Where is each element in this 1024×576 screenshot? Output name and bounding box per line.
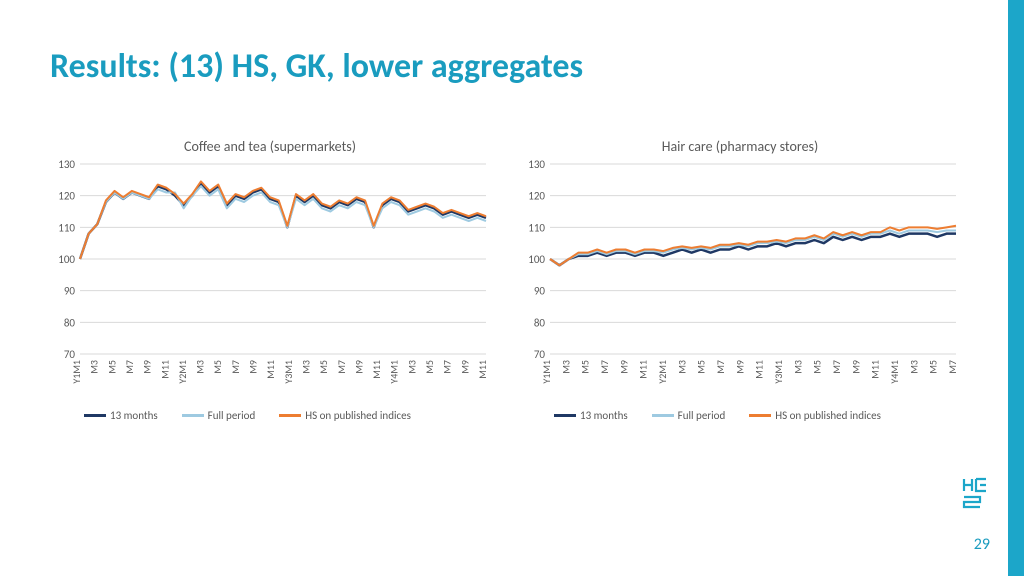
legend-swatch bbox=[84, 414, 106, 417]
svg-text:Y3M1: Y3M1 bbox=[772, 360, 785, 384]
legend-label: Full period bbox=[208, 409, 256, 422]
chart-right-title: Hair care (pharmacy stores) bbox=[520, 138, 960, 155]
svg-text:110: 110 bbox=[528, 221, 545, 234]
svg-text:M9: M9 bbox=[849, 360, 862, 374]
svg-text:Y1M1: Y1M1 bbox=[70, 360, 83, 384]
svg-text:M9: M9 bbox=[733, 360, 746, 374]
page-title: Results: (13) HS, GK, lower aggregates bbox=[50, 46, 583, 87]
legend-swatch bbox=[554, 414, 576, 417]
svg-text:M9: M9 bbox=[352, 360, 365, 374]
legend-item: Full period bbox=[652, 409, 726, 422]
svg-text:M3: M3 bbox=[675, 360, 688, 374]
chart-left: Coffee and tea (supermarkets) 70 80 90 100 1… bbox=[50, 138, 490, 418]
svg-text:M7: M7 bbox=[714, 360, 727, 374]
svg-text:M7: M7 bbox=[946, 360, 959, 374]
svg-text:130: 130 bbox=[58, 158, 75, 171]
svg-text:90: 90 bbox=[534, 285, 546, 298]
legend-swatch bbox=[652, 414, 674, 417]
svg-text:M5: M5 bbox=[927, 360, 940, 374]
legend-label: HS on published indices bbox=[305, 409, 411, 422]
svg-text:Y2M1: Y2M1 bbox=[176, 360, 189, 384]
svg-text:M3: M3 bbox=[88, 360, 101, 374]
legend-swatch bbox=[749, 414, 771, 417]
svg-text:M11: M11 bbox=[869, 360, 882, 379]
svg-text:M5: M5 bbox=[317, 360, 330, 374]
svg-text:80: 80 bbox=[534, 316, 546, 329]
svg-text:M11: M11 bbox=[158, 360, 171, 379]
svg-text:Y3M1: Y3M1 bbox=[282, 360, 295, 384]
legend-label: Full period bbox=[678, 409, 726, 422]
chart-right-plot: 708090100110120130Y1M1M3M5M7M9M11Y2M1M3M… bbox=[520, 160, 960, 354]
svg-text:70: 70 bbox=[534, 348, 546, 361]
svg-text:Y4M1: Y4M1 bbox=[388, 360, 401, 384]
svg-text:M9: M9 bbox=[458, 360, 471, 374]
chart-left-plot: 708090100110120130Y1M1M3M5M7M9M11Y2M1M3M… bbox=[50, 160, 490, 354]
legend-item: 13 months bbox=[84, 409, 158, 422]
svg-text:M3: M3 bbox=[405, 360, 418, 374]
legend-swatch bbox=[279, 414, 301, 417]
svg-text:M3: M3 bbox=[559, 360, 572, 374]
svg-text:M11: M11 bbox=[370, 360, 383, 379]
page-number: 29 bbox=[974, 535, 990, 554]
chart-left-legend: 13 months Full period HS on published indi… bbox=[84, 409, 490, 422]
svg-text:130: 130 bbox=[528, 158, 545, 171]
svg-text:70: 70 bbox=[64, 348, 76, 361]
svg-text:M7: M7 bbox=[229, 360, 242, 374]
svg-text:M5: M5 bbox=[811, 360, 824, 374]
legend-label: 13 months bbox=[110, 409, 158, 422]
svg-text:M3: M3 bbox=[299, 360, 312, 374]
legend-item: 13 months bbox=[554, 409, 628, 422]
svg-text:M7: M7 bbox=[441, 360, 454, 374]
svg-text:M11: M11 bbox=[476, 360, 489, 379]
chart-right-legend: 13 months Full period HS on published indi… bbox=[554, 409, 960, 422]
svg-text:M7: M7 bbox=[123, 360, 136, 374]
svg-text:Y2M1: Y2M1 bbox=[656, 360, 669, 384]
cbs-logo bbox=[962, 477, 990, 516]
legend-label: 13 months bbox=[580, 409, 628, 422]
svg-text:120: 120 bbox=[528, 190, 545, 203]
svg-text:M11: M11 bbox=[264, 360, 277, 379]
side-accent-bar bbox=[1008, 0, 1024, 576]
svg-text:M7: M7 bbox=[598, 360, 611, 374]
svg-text:M5: M5 bbox=[579, 360, 592, 374]
chart-left-title: Coffee and tea (supermarkets) bbox=[50, 138, 490, 155]
chart-area: Coffee and tea (supermarkets) 70 80 90 100 1… bbox=[50, 138, 960, 418]
legend-item: Full period bbox=[182, 409, 256, 422]
svg-text:M5: M5 bbox=[211, 360, 224, 374]
svg-text:120: 120 bbox=[58, 190, 75, 203]
legend-swatch bbox=[182, 414, 204, 417]
svg-text:100: 100 bbox=[528, 253, 545, 266]
svg-text:M11: M11 bbox=[637, 360, 650, 379]
svg-text:M3: M3 bbox=[907, 360, 920, 374]
svg-text:M5: M5 bbox=[423, 360, 436, 374]
svg-text:90: 90 bbox=[64, 285, 76, 298]
chart-right: Hair care (pharmacy stores) 70 80 90 100 110… bbox=[520, 138, 960, 418]
svg-text:M3: M3 bbox=[194, 360, 207, 374]
svg-text:M11: M11 bbox=[753, 360, 766, 379]
svg-text:M9: M9 bbox=[141, 360, 154, 374]
svg-text:M9: M9 bbox=[247, 360, 260, 374]
svg-text:80: 80 bbox=[64, 316, 76, 329]
svg-text:M3: M3 bbox=[791, 360, 804, 374]
legend-item: HS on published indices bbox=[279, 409, 411, 422]
legend-item: HS on published indices bbox=[749, 409, 881, 422]
svg-text:100: 100 bbox=[58, 253, 75, 266]
svg-text:M7: M7 bbox=[335, 360, 348, 374]
svg-text:M9: M9 bbox=[617, 360, 630, 374]
legend-label: HS on published indices bbox=[775, 409, 881, 422]
svg-text:Y4M1: Y4M1 bbox=[888, 360, 901, 384]
svg-text:M5: M5 bbox=[695, 360, 708, 374]
svg-text:Y1M1: Y1M1 bbox=[540, 360, 553, 384]
svg-text:M5: M5 bbox=[105, 360, 118, 374]
svg-text:M7: M7 bbox=[830, 360, 843, 374]
svg-text:110: 110 bbox=[58, 221, 75, 234]
